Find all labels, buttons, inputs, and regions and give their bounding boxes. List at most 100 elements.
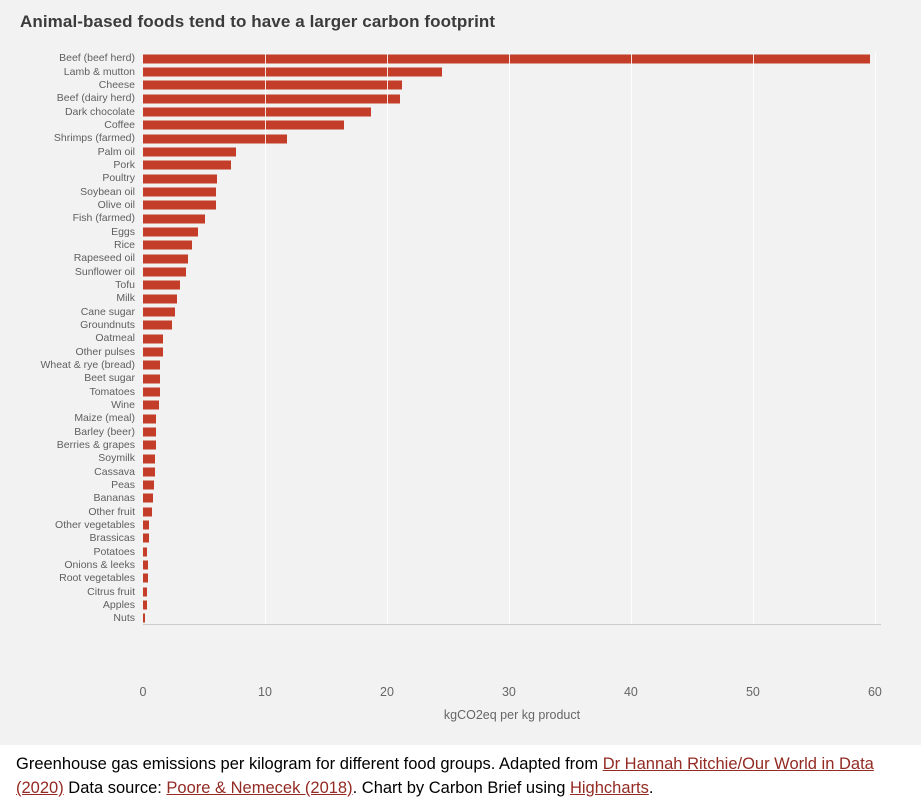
bar-row: Cheese bbox=[0, 79, 881, 92]
bar-row: Beef (dairy herd) bbox=[0, 92, 881, 105]
bar-row: Pork bbox=[0, 159, 881, 172]
bar[interactable] bbox=[143, 160, 231, 170]
bar-row: Lamb & mutton bbox=[0, 65, 881, 78]
category-label: Nuts bbox=[113, 612, 135, 625]
caption-text: . Chart by Carbon Brief using bbox=[352, 779, 570, 797]
bar[interactable] bbox=[143, 174, 218, 184]
bar[interactable] bbox=[143, 533, 150, 543]
category-label: Soybean oil bbox=[80, 185, 135, 198]
bar[interactable] bbox=[143, 134, 287, 144]
bar[interactable] bbox=[143, 187, 217, 197]
bar-row: Cane sugar bbox=[0, 305, 881, 318]
bar-track bbox=[143, 52, 881, 65]
category-label: Rapeseed oil bbox=[73, 252, 135, 265]
bar[interactable] bbox=[143, 560, 148, 570]
bar[interactable] bbox=[143, 147, 236, 157]
category-label: Dark chocolate bbox=[64, 105, 135, 118]
bar-row: Barley (beer) bbox=[0, 425, 881, 438]
category-label: Peas bbox=[111, 478, 135, 491]
bar[interactable] bbox=[143, 573, 148, 583]
bar[interactable] bbox=[143, 374, 161, 384]
bar[interactable] bbox=[143, 360, 161, 370]
bar[interactable] bbox=[143, 480, 154, 490]
bar-row: Maize (meal) bbox=[0, 412, 881, 425]
x-tick-label: 20 bbox=[380, 685, 394, 699]
bar-row: Cassava bbox=[0, 465, 881, 478]
bar-track bbox=[143, 572, 881, 585]
bar[interactable] bbox=[143, 334, 163, 344]
category-label: Wheat & rye (bread) bbox=[40, 358, 135, 371]
caption-link[interactable]: Poore & Nemecek (2018) bbox=[166, 779, 353, 797]
bar[interactable] bbox=[143, 347, 163, 357]
category-label: Wine bbox=[111, 398, 135, 411]
bar-track bbox=[143, 305, 881, 318]
bar-row: Other fruit bbox=[0, 505, 881, 518]
bar[interactable] bbox=[143, 200, 217, 210]
bar[interactable] bbox=[143, 493, 153, 503]
bar-track bbox=[143, 425, 881, 438]
bar-row: Brassicas bbox=[0, 532, 881, 545]
bar[interactable] bbox=[143, 440, 157, 450]
bar-row: Fish (farmed) bbox=[0, 212, 881, 225]
bar[interactable] bbox=[143, 294, 178, 304]
category-label: Olive oil bbox=[97, 199, 135, 212]
bar-row: Eggs bbox=[0, 225, 881, 238]
bar[interactable] bbox=[143, 520, 150, 530]
bar[interactable] bbox=[143, 400, 159, 410]
bar[interactable] bbox=[143, 94, 401, 104]
category-label: Tofu bbox=[115, 278, 135, 291]
category-label: Soymilk bbox=[98, 452, 135, 465]
bar-row: Wheat & rye (bread) bbox=[0, 359, 881, 372]
bar[interactable] bbox=[143, 387, 161, 397]
bar-track bbox=[143, 385, 881, 398]
category-label: Cheese bbox=[98, 79, 135, 92]
bar[interactable] bbox=[143, 267, 186, 277]
bar[interactable] bbox=[143, 214, 206, 224]
bar-track bbox=[143, 265, 881, 278]
bar-row: Dark chocolate bbox=[0, 105, 881, 118]
bar-row: Tofu bbox=[0, 279, 881, 292]
bar[interactable] bbox=[143, 120, 345, 130]
caption-link[interactable]: Highcharts bbox=[569, 779, 649, 797]
bar[interactable] bbox=[143, 427, 157, 437]
category-label: Coffee bbox=[104, 119, 135, 132]
bar-row: Olive oil bbox=[0, 199, 881, 212]
bar[interactable] bbox=[143, 254, 189, 264]
bar[interactable] bbox=[143, 547, 147, 557]
bar-track bbox=[143, 452, 881, 465]
x-tick-label: 10 bbox=[258, 685, 272, 699]
x-tick-label: 60 bbox=[867, 685, 882, 699]
bar[interactable] bbox=[143, 54, 871, 64]
bar-track bbox=[143, 79, 881, 92]
bar-track bbox=[143, 145, 881, 158]
bar[interactable] bbox=[143, 587, 147, 597]
category-label: Beef (dairy herd) bbox=[56, 92, 135, 105]
bar[interactable] bbox=[143, 507, 152, 517]
bar[interactable] bbox=[143, 80, 402, 90]
caption-text: . bbox=[648, 779, 654, 797]
bar[interactable] bbox=[143, 280, 180, 290]
bar[interactable] bbox=[143, 240, 192, 250]
bar-track bbox=[143, 518, 881, 531]
bar[interactable] bbox=[143, 320, 173, 330]
bar-track bbox=[143, 319, 881, 332]
bar[interactable] bbox=[143, 613, 146, 623]
caption-link[interactable]: Dr Hannah Ritchie/Our World in Data (202… bbox=[16, 755, 874, 797]
category-label: Citrus fruit bbox=[87, 585, 135, 598]
category-label: Maize (meal) bbox=[74, 412, 135, 425]
bar-track bbox=[143, 292, 881, 305]
bar[interactable] bbox=[143, 467, 156, 477]
bar[interactable] bbox=[143, 600, 147, 610]
x-tick-label: 50 bbox=[745, 685, 760, 699]
bar-row: Rapeseed oil bbox=[0, 252, 881, 265]
bar-row: Peas bbox=[0, 479, 881, 492]
bar-track bbox=[143, 598, 881, 611]
bar-track bbox=[143, 492, 881, 505]
bar[interactable] bbox=[143, 307, 175, 317]
bar-row: Other pulses bbox=[0, 345, 881, 358]
bar[interactable] bbox=[143, 67, 442, 77]
bar[interactable] bbox=[143, 227, 198, 237]
bar[interactable] bbox=[143, 414, 157, 424]
bar[interactable] bbox=[143, 454, 156, 463]
bar[interactable] bbox=[143, 107, 372, 117]
